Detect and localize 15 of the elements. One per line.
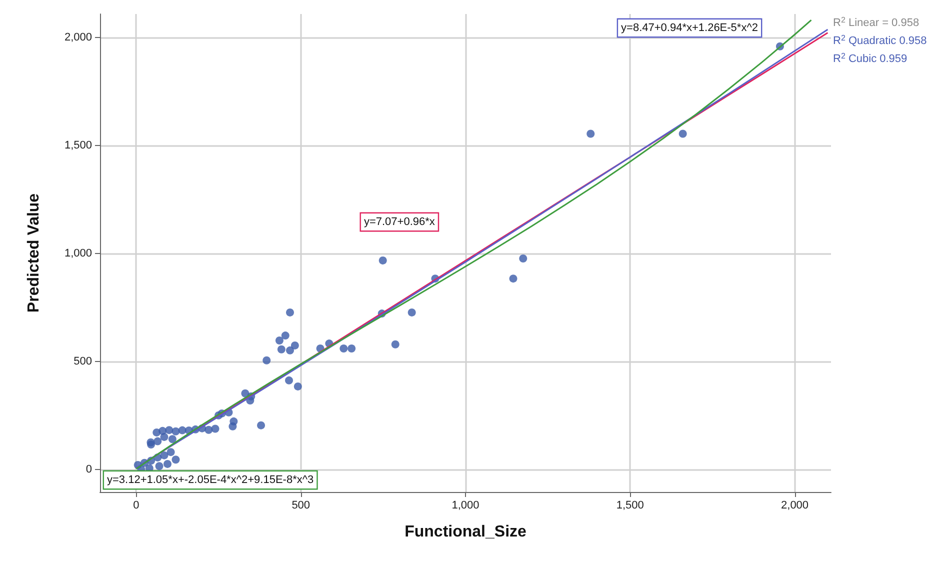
y-tick-label: 500 xyxy=(74,355,92,368)
x-tick-label: 2,000 xyxy=(781,500,809,512)
y-tick-label: 1,500 xyxy=(64,140,92,152)
x-axis-title: Functional_Size xyxy=(404,524,526,540)
x-tick-label: 0 xyxy=(133,500,140,512)
annotation: y=8.47+0.94*x+1.26E-5*x^2 xyxy=(621,22,758,34)
x-tick-label: 500 xyxy=(292,500,310,512)
y-tick-label: 0 xyxy=(86,463,92,476)
annotation: y=3.12+1.05*x+-2.05E-4*x^2+9.15E-8*x^3 xyxy=(107,474,314,486)
x-tick-label: 1,000 xyxy=(452,500,480,512)
y-axis-title: Predicted Value xyxy=(26,193,42,313)
y-tick-label: 1,000 xyxy=(64,248,92,260)
annotation: y=7.07+0.96*x xyxy=(364,216,436,228)
y-tick-label: 2,000 xyxy=(64,32,92,44)
x-tick-label: 1,500 xyxy=(616,500,644,512)
